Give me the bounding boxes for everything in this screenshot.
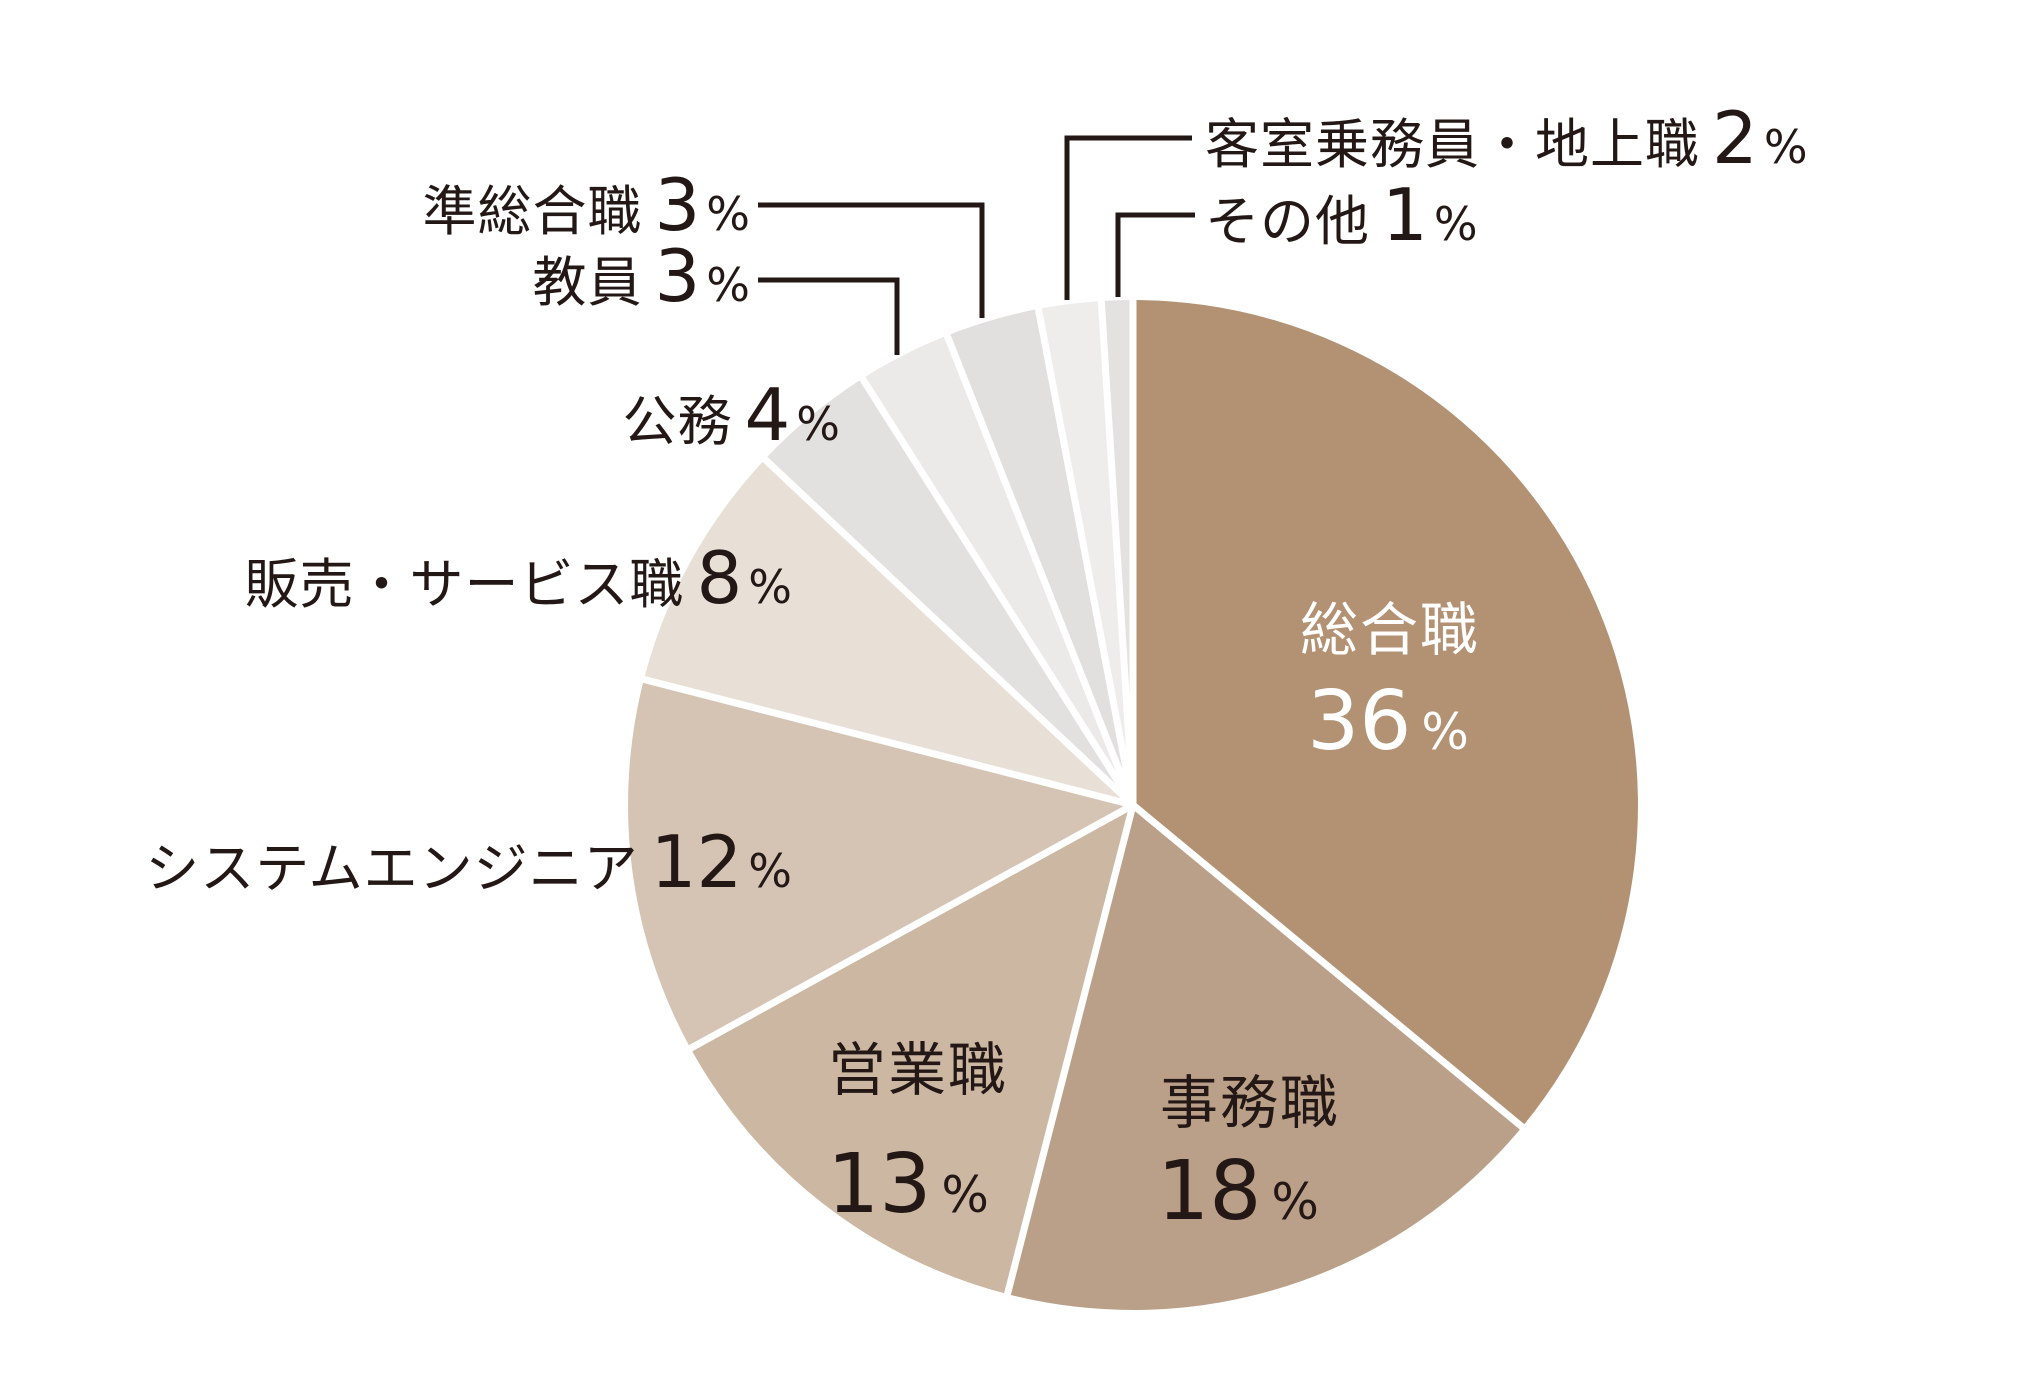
leader-line-jun-sogoshoku bbox=[758, 202, 985, 318]
label-eigyoshoku-value: 13 bbox=[827, 1137, 932, 1232]
label-eigyoshoku: 営業職 bbox=[828, 1041, 1008, 1099]
pie-slice-jimushoku bbox=[1007, 805, 1523, 1310]
label-kyoin-value: 3 bbox=[654, 234, 701, 318]
label-komu: 公務 4% bbox=[622, 379, 840, 451]
label-kyoin-unit: % bbox=[706, 258, 750, 312]
label-sogoshoku-percent: 36% bbox=[1307, 681, 1469, 763]
label-komu-value: 4 bbox=[744, 373, 791, 457]
label-jun-sogoshoku-unit: % bbox=[706, 187, 750, 241]
pie-slice-hanbai-service bbox=[643, 459, 1133, 805]
pie-slice-komu bbox=[764, 378, 1133, 805]
label-cabin-crew-ground-staff-value: 2 bbox=[1712, 96, 1758, 180]
label-jimushoku: 事務職 bbox=[1160, 1074, 1340, 1132]
label-eigyoshoku-text: 営業職 bbox=[827, 1036, 1009, 1104]
slice-separator bbox=[687, 801, 1135, 1052]
label-jimushoku-text: 事務職 bbox=[1159, 1069, 1341, 1137]
leader-line-sonota bbox=[1115, 212, 1195, 297]
pie-slice-system-engineer bbox=[628, 679, 1133, 1049]
label-sonota: その他 1% bbox=[1205, 179, 1478, 251]
label-hanbai-service: 販売・サービス職 8% bbox=[244, 542, 792, 614]
label-komu-text: 公務 bbox=[622, 390, 733, 453]
label-sonota-text: その他 bbox=[1205, 190, 1370, 253]
label-system-engineer-text: システムエンジニア bbox=[145, 837, 639, 900]
label-hanbai-service-value: 8 bbox=[696, 536, 743, 620]
label-sogoshoku-text: 総合職 bbox=[1299, 596, 1481, 664]
slice-separator bbox=[943, 333, 1137, 807]
label-kyoin: 教員 3% bbox=[532, 240, 750, 312]
label-sonota-value: 1 bbox=[1382, 173, 1428, 257]
slice-separator bbox=[642, 675, 1134, 809]
label-jun-sogoshoku-value: 3 bbox=[654, 163, 701, 247]
label-system-engineer-value: 12 bbox=[650, 820, 743, 904]
slice-separator bbox=[1097, 299, 1137, 806]
label-hanbai-service-text: 販売・サービス職 bbox=[244, 553, 685, 616]
label-sonota-unit: % bbox=[1433, 197, 1478, 251]
slice-separator bbox=[1003, 804, 1137, 1296]
pie-slice-sogoshoku bbox=[1133, 300, 1638, 1127]
label-eigyoshoku-percent: 13% bbox=[827, 1144, 989, 1226]
label-sogoshoku-unit: % bbox=[1421, 703, 1469, 761]
label-jimushoku-value: 18 bbox=[1157, 1144, 1262, 1239]
pie-slice-eigyoshoku bbox=[690, 805, 1133, 1295]
label-jun-sogoshoku-text: 準総合職 bbox=[422, 180, 643, 243]
label-jimushoku-percent: 18% bbox=[1157, 1151, 1319, 1233]
label-hanbai-service-unit: % bbox=[748, 560, 792, 614]
label-sogoshoku-value: 36 bbox=[1307, 674, 1412, 769]
label-komu-unit: % bbox=[796, 397, 840, 451]
label-eigyoshoku-unit: % bbox=[941, 1166, 989, 1224]
slice-separator bbox=[761, 456, 1136, 808]
pie-slice-kyoin bbox=[862, 335, 1133, 805]
slice-separator bbox=[858, 375, 1136, 807]
label-cabin-crew-ground-staff-text: 客室乗務員・地上職 bbox=[1205, 113, 1700, 176]
label-system-engineer: システムエンジニア 12% bbox=[145, 826, 792, 898]
label-cabin-crew-ground-staff: 客室乗務員・地上職 2% bbox=[1205, 102, 1808, 174]
label-system-engineer-unit: % bbox=[748, 844, 792, 898]
label-jimushoku-unit: % bbox=[1271, 1173, 1319, 1231]
label-jun-sogoshoku: 準総合職 3% bbox=[422, 169, 750, 241]
label-sogoshoku: 総合職 bbox=[1300, 601, 1480, 659]
label-cabin-crew-ground-staff-unit: % bbox=[1763, 120, 1808, 174]
leader-line-cabin-crew-ground-staff bbox=[1064, 135, 1192, 300]
label-kyoin-text: 教員 bbox=[532, 251, 643, 314]
slice-separator bbox=[1034, 307, 1137, 806]
leader-line-kyoin bbox=[758, 277, 900, 355]
slice-separator bbox=[1130, 802, 1526, 1131]
